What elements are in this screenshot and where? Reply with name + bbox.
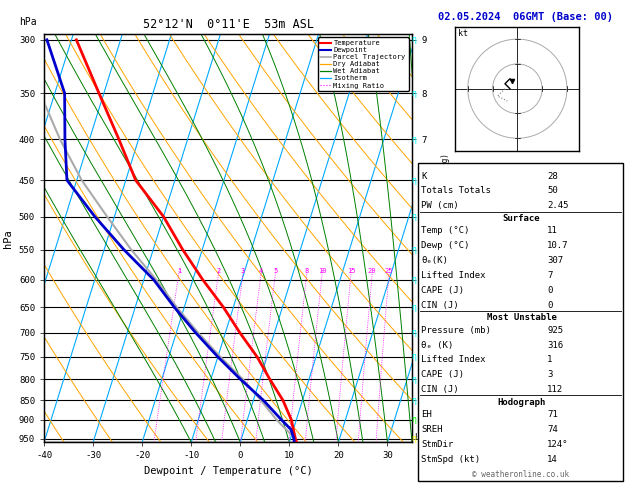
- Text: Temp (°C): Temp (°C): [421, 226, 470, 235]
- Text: Totals Totals: Totals Totals: [421, 186, 491, 195]
- Text: Most Unstable: Most Unstable: [486, 313, 557, 322]
- Text: η: η: [411, 275, 416, 284]
- Text: Surface: Surface: [503, 214, 540, 223]
- Text: StmSpd (kt): StmSpd (kt): [421, 455, 481, 464]
- Y-axis label: km
ASL: km ASL: [456, 238, 474, 260]
- Text: K: K: [421, 172, 427, 181]
- Text: 28: 28: [547, 172, 558, 181]
- X-axis label: Dewpoint / Temperature (°C): Dewpoint / Temperature (°C): [143, 466, 313, 476]
- Text: 4: 4: [259, 268, 263, 274]
- Text: 25: 25: [385, 268, 393, 274]
- Text: 10: 10: [318, 268, 326, 274]
- Text: EH: EH: [421, 410, 432, 419]
- Text: 20: 20: [368, 268, 377, 274]
- Text: LCL: LCL: [414, 433, 429, 442]
- Text: © weatheronline.co.uk: © weatheronline.co.uk: [472, 469, 569, 479]
- Text: 7: 7: [547, 271, 553, 280]
- Text: η: η: [411, 375, 416, 383]
- Text: Dewp (°C): Dewp (°C): [421, 241, 470, 250]
- Text: 02.05.2024  06GMT (Base: 00): 02.05.2024 06GMT (Base: 00): [438, 12, 613, 22]
- Text: 1: 1: [177, 268, 181, 274]
- Text: CIN (J): CIN (J): [421, 300, 459, 310]
- Text: θₑ (K): θₑ (K): [421, 341, 454, 349]
- Text: SREH: SREH: [421, 425, 443, 434]
- Text: 3: 3: [241, 268, 245, 274]
- Text: CAPE (J): CAPE (J): [421, 286, 464, 295]
- Text: 2: 2: [216, 268, 221, 274]
- Text: 5: 5: [273, 268, 277, 274]
- Text: 10.7: 10.7: [547, 241, 569, 250]
- Text: hPa: hPa: [19, 17, 36, 27]
- Text: 112: 112: [547, 385, 564, 394]
- Text: 14: 14: [547, 455, 558, 464]
- Text: 307: 307: [547, 256, 564, 265]
- Title: 52°12'N  0°11'E  53m ASL: 52°12'N 0°11'E 53m ASL: [143, 18, 313, 32]
- Text: η: η: [411, 396, 416, 405]
- Text: θₑ(K): θₑ(K): [421, 256, 448, 265]
- Text: kt: kt: [458, 29, 468, 38]
- Text: η: η: [411, 329, 416, 337]
- Text: 0: 0: [547, 286, 553, 295]
- Text: 0: 0: [547, 300, 553, 310]
- Text: StmDir: StmDir: [421, 440, 454, 449]
- Text: Mixing Ratio (g/kg): Mixing Ratio (g/kg): [442, 153, 450, 241]
- Text: 2.45: 2.45: [547, 201, 569, 210]
- Text: CAPE (J): CAPE (J): [421, 370, 464, 379]
- Text: 50: 50: [547, 186, 558, 195]
- Text: 11: 11: [547, 226, 558, 235]
- Text: η: η: [411, 352, 416, 362]
- Text: 3: 3: [547, 370, 553, 379]
- Text: 15: 15: [347, 268, 355, 274]
- Text: 316: 316: [547, 341, 564, 349]
- Text: η: η: [411, 88, 416, 98]
- Text: η: η: [411, 434, 416, 443]
- Text: η: η: [411, 175, 416, 185]
- Text: 124°: 124°: [547, 440, 569, 449]
- Text: Lifted Index: Lifted Index: [421, 271, 486, 280]
- Text: Lifted Index: Lifted Index: [421, 355, 486, 364]
- Text: 925: 925: [547, 326, 564, 335]
- Text: 71: 71: [547, 410, 558, 419]
- Text: η: η: [411, 245, 416, 254]
- Text: PW (cm): PW (cm): [421, 201, 459, 210]
- Text: η: η: [411, 303, 416, 312]
- Text: CIN (J): CIN (J): [421, 385, 459, 394]
- Text: η: η: [411, 135, 416, 144]
- Text: 74: 74: [547, 425, 558, 434]
- Text: η: η: [411, 416, 416, 424]
- Text: Pressure (mb): Pressure (mb): [421, 326, 491, 335]
- Text: 8: 8: [304, 268, 309, 274]
- Text: η: η: [411, 35, 416, 44]
- Text: η: η: [411, 212, 416, 221]
- Legend: Temperature, Dewpoint, Parcel Trajectory, Dry Adiabat, Wet Adiabat, Isotherm, Mi: Temperature, Dewpoint, Parcel Trajectory…: [318, 37, 408, 91]
- Text: 1: 1: [547, 355, 553, 364]
- Text: Hodograph: Hodograph: [498, 398, 545, 407]
- Y-axis label: hPa: hPa: [3, 229, 13, 247]
